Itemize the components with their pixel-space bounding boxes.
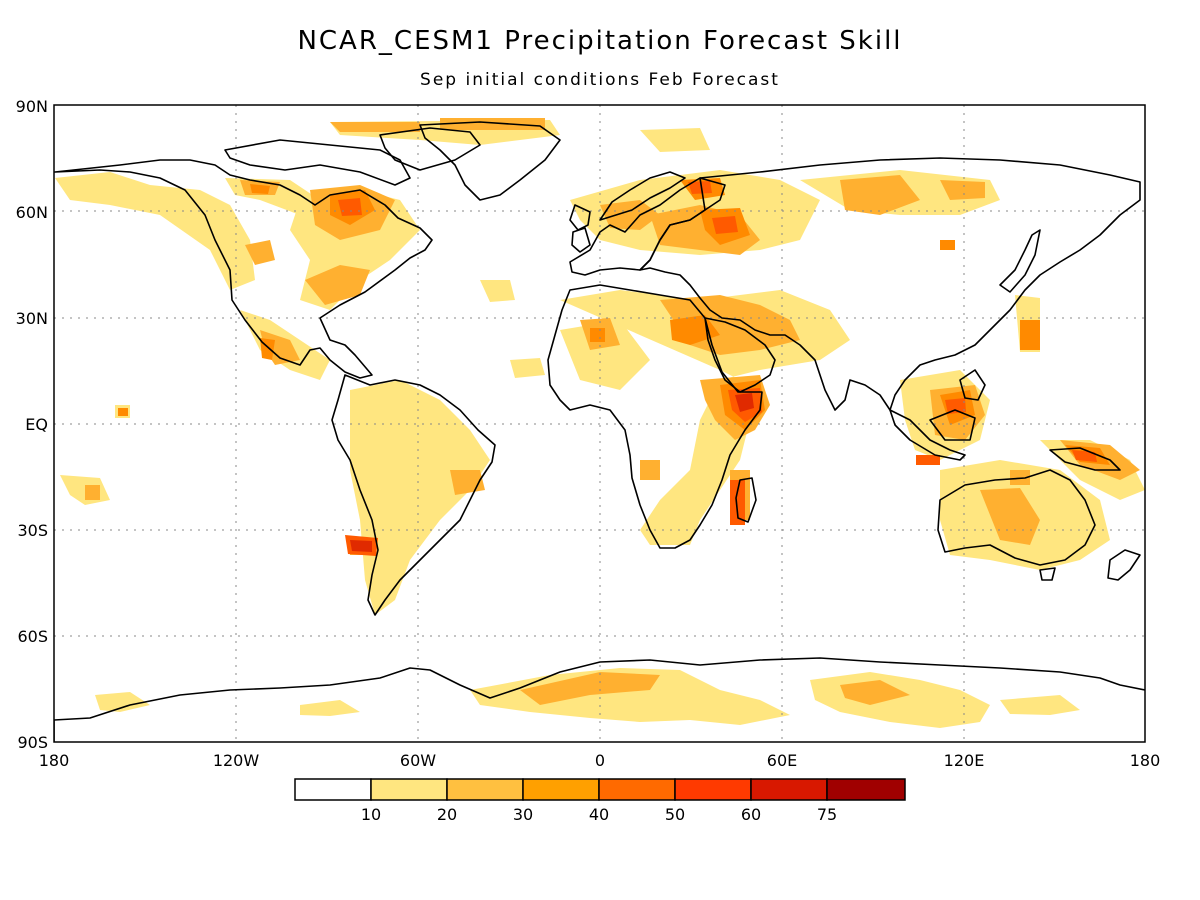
lat-labels: 90N 60N 30N EQ 30S 60S 90S [16,97,48,752]
lat-label: EQ [25,415,48,434]
map-grid [54,105,1145,742]
colorbar-swatch [370,778,448,801]
coastlines [54,121,1145,742]
colorbar-tick-label: 40 [589,805,609,824]
lat-label: 90S [17,733,48,752]
colorbar-tick-label: 30 [513,805,533,824]
lon-label: 180 [1130,751,1161,770]
colorbar-swatch [294,778,372,801]
colorbar-swatch [750,778,828,801]
colorbar-tick-label: 50 [665,805,685,824]
lat-label: 90N [16,97,48,116]
chart-subtitle: Sep initial conditions Feb Forecast [420,70,780,90]
colorbar-tick-label: 60 [741,805,761,824]
colorbar-swatch [598,778,676,801]
lat-label: 30S [17,521,48,540]
colorbar-tick-label: 10 [361,805,381,824]
lat-label: 30N [16,309,48,328]
colorbar-tick-label: 20 [437,805,457,824]
lon-labels: 180 120W 60W 0 60E 120E 180 [39,751,1161,770]
lat-label: 60S [17,627,48,646]
map-frame [53,104,1146,743]
lon-label: 60W [400,751,436,770]
lat-label: 60N [16,203,48,222]
lon-label: 120E [944,751,985,770]
colorbar-swatch [826,778,906,801]
colorbar: 10 20 30 40 50 60 75 [294,778,906,824]
lon-label: 120W [213,751,260,770]
colorbar-swatch [446,778,524,801]
chart-title: NCAR_CESM1 Precipitation Forecast Skill [297,26,903,56]
lon-label: 0 [595,751,605,770]
skill-band-red [350,393,754,552]
colorbar-swatch [522,778,600,801]
colorbar-swatch [674,778,752,801]
colorbar-tick-label: 75 [817,805,837,824]
lon-label: 180 [39,751,70,770]
lon-label: 60E [767,751,797,770]
